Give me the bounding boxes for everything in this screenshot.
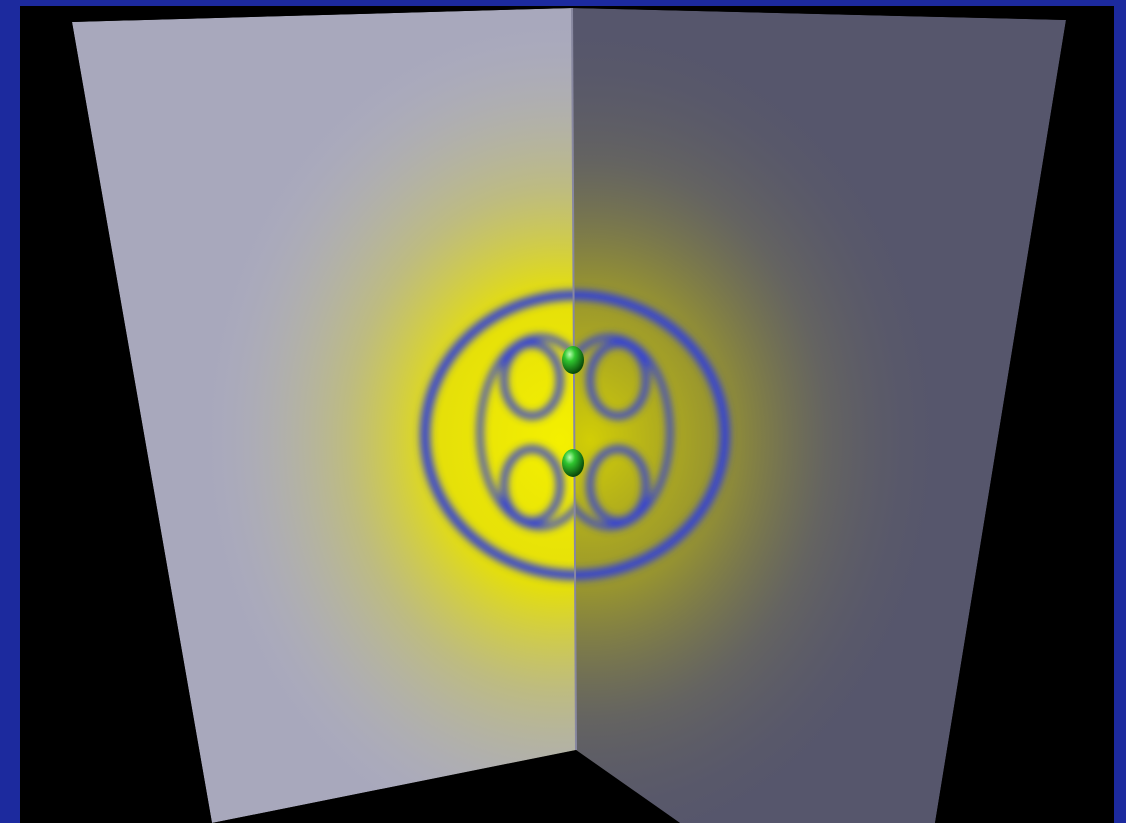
atom-sphere	[562, 449, 584, 477]
atom-sphere	[562, 346, 584, 374]
page: {}	[0, 0, 1126, 823]
scene	[0, 0, 1126, 823]
